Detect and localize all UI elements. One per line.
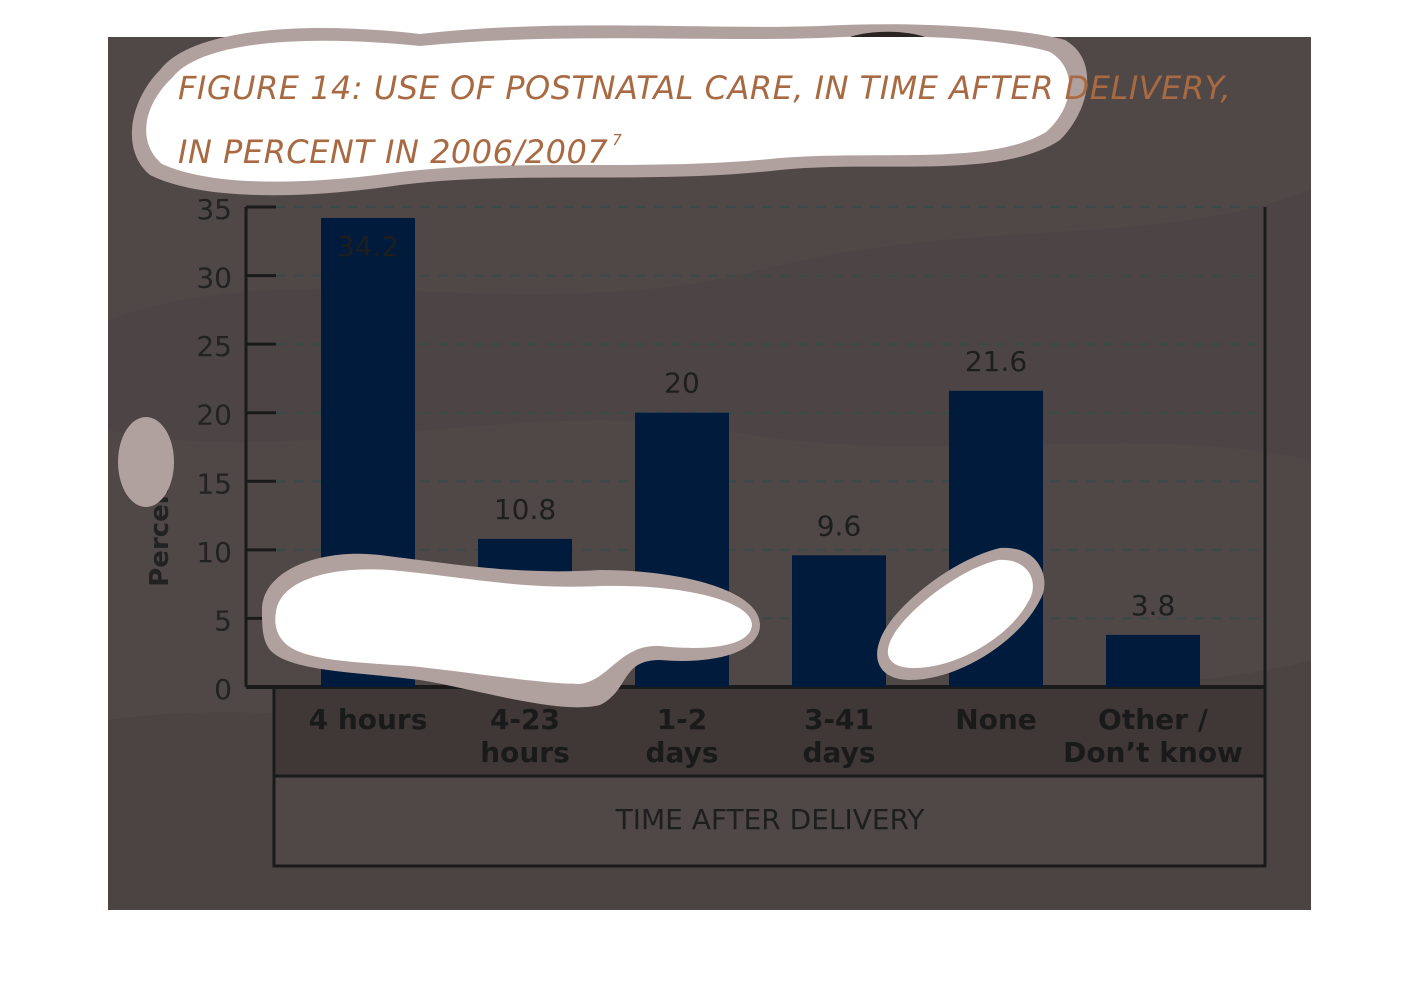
x-tick-label: None: [955, 703, 1037, 736]
x-tick-label: hours: [480, 736, 570, 769]
data-label: 34.2: [337, 230, 399, 263]
figure-title-line2-text: IN PERCENT IN 2006/2007: [178, 133, 609, 171]
y-tick-label: 0: [214, 673, 232, 706]
x-tick-label: days: [803, 736, 876, 769]
x-tick-label: Don’t know: [1063, 736, 1243, 769]
x-tick-label: 4 hours: [309, 703, 428, 736]
bar: [1106, 634, 1200, 687]
y-tick-label: 10: [196, 536, 232, 569]
data-label: 10.8: [494, 493, 556, 526]
title-cloud: [146, 36, 1070, 182]
dark-blob: [850, 31, 925, 37]
category-band: [274, 687, 1265, 776]
y-tick-label: 20: [196, 399, 232, 432]
y-tick-label: 15: [196, 467, 232, 500]
data-label: 21.6: [965, 345, 1027, 378]
title-footnote-marker: 7: [612, 131, 623, 149]
x-tick-label: Other /: [1098, 703, 1209, 736]
x-tick-label: 4-23: [490, 703, 560, 736]
x-axis-title: TIME AFTER DELIVERY: [615, 803, 926, 836]
bar: [792, 555, 886, 687]
y-tick-label: 5: [214, 604, 232, 637]
x-axis-title-box: [272, 774, 1267, 868]
y-tick-label: 30: [196, 262, 232, 295]
y-tick-label: 25: [196, 330, 232, 363]
figure-title: FIGURE 14: USE OF POSTNATAL CARE, IN TIM…: [178, 62, 1288, 178]
smear-white: [275, 569, 752, 684]
y-tick-label: 35: [196, 193, 232, 226]
x-tick-label: 1-2: [657, 703, 708, 736]
smear-white: [887, 559, 1033, 668]
data-label: 9.6: [817, 509, 862, 542]
figure-title-line2: IN PERCENT IN 2006/2007 7: [178, 114, 1288, 178]
data-label: 20: [664, 367, 700, 400]
gray-blob: [118, 417, 174, 507]
x-tick-label: 3-41: [804, 703, 874, 736]
data-label: 3.8: [1131, 589, 1176, 622]
figure-title-line1: FIGURE 14: USE OF POSTNATAL CARE, IN TIM…: [178, 69, 1232, 107]
x-tick-label: days: [646, 736, 719, 769]
